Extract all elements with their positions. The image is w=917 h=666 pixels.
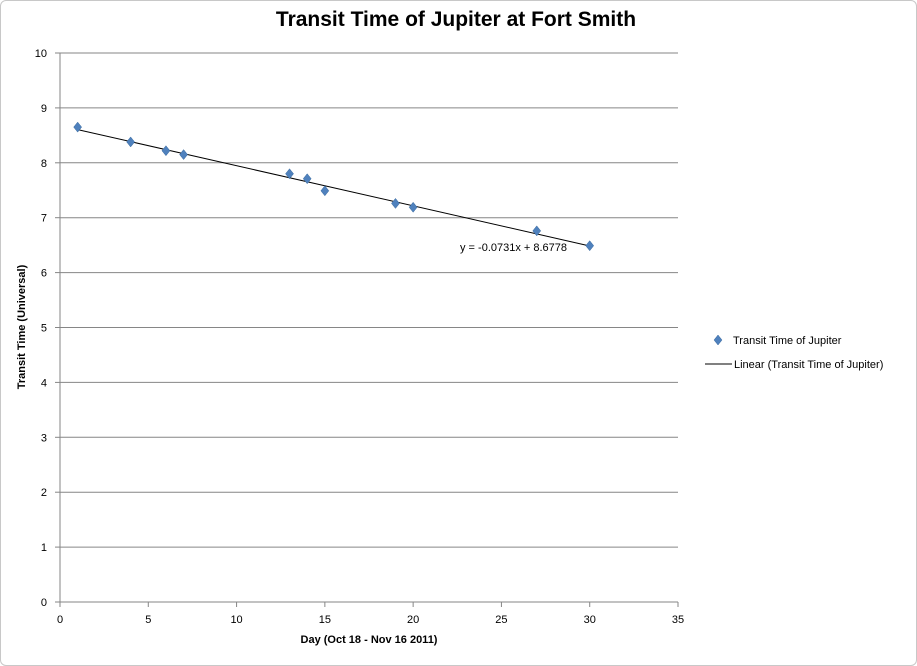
chart-title: Transit Time of Jupiter at Fort Smith	[275, 8, 637, 31]
y-tick-label-6: 6	[41, 268, 47, 280]
trendline	[77, 129, 590, 247]
x-tick-label-20: 20	[407, 614, 419, 626]
data-point-6	[320, 185, 330, 197]
trendline-equation: y = -0.0731x + 8.6778	[460, 242, 567, 254]
legend-trendline-label: Linear (Transit Time of Jupiter)	[734, 359, 883, 371]
data-point-5	[302, 173, 312, 185]
legend: Transit Time of Jupiter Linear (Transit …	[705, 334, 883, 371]
data-point-0	[73, 121, 82, 133]
data-point-8	[408, 201, 418, 213]
legend-series-label: Transit Time of Jupiter	[733, 335, 842, 347]
y-tick-label-10: 10	[35, 48, 47, 60]
data-point-9	[532, 225, 542, 237]
y-tick-labels: 0 1 2 3 4 5 6 7 8 9 10	[35, 48, 47, 609]
y-tick-label-7: 7	[41, 213, 47, 225]
y-axis-label: Transit Time (Universal)	[16, 264, 28, 389]
gridlines	[55, 52, 679, 607]
x-tick-label-0: 0	[57, 614, 63, 626]
y-tick-label-3: 3	[41, 432, 47, 444]
data-point-4	[285, 168, 294, 180]
legend-marker-diamond-icon	[713, 334, 723, 346]
x-tick-label-35: 35	[672, 614, 684, 626]
x-tick-labels: 0 5 10 15 20 25 30 35	[57, 614, 684, 626]
y-tick-label-2: 2	[41, 487, 47, 499]
y-tick-label-9: 9	[41, 103, 47, 115]
data-point-3	[179, 149, 188, 160]
data-point-2	[161, 145, 171, 157]
x-tick-label-15: 15	[319, 614, 331, 626]
x-axis-label: Day (Oct 18 - Nov 16 2011)	[301, 634, 438, 646]
data-points	[73, 121, 595, 252]
data-point-1	[126, 136, 135, 148]
y-tick-label-0: 0	[41, 597, 47, 609]
trendline-group	[77, 129, 590, 247]
x-tick-label-10: 10	[230, 614, 242, 626]
y-tick-label-1: 1	[41, 542, 47, 554]
data-point-10	[585, 240, 595, 252]
x-tick-label-5: 5	[145, 614, 151, 626]
data-point-7	[391, 198, 400, 209]
x-tick-label-30: 30	[584, 614, 596, 626]
y-tick-label-8: 8	[41, 158, 47, 170]
y-tick-label-4: 4	[41, 377, 47, 389]
x-tick-label-25: 25	[495, 614, 507, 626]
y-tick-label-5: 5	[41, 323, 47, 335]
